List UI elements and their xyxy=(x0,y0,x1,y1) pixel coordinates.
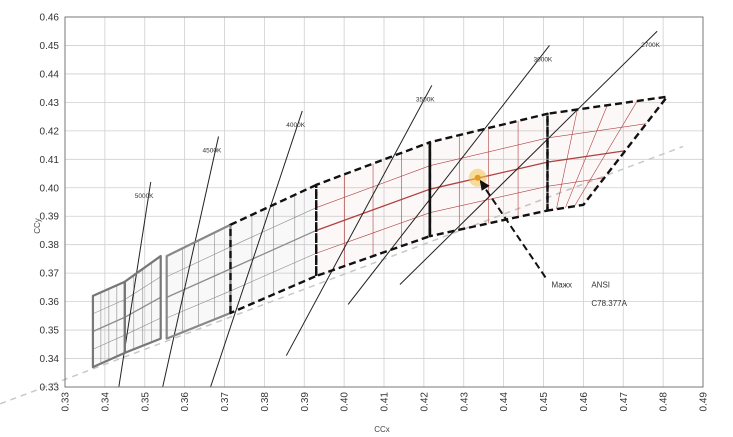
y-tick-label: 0.45 xyxy=(40,41,60,52)
y-tick-labels: 0.33 0.34 0.35 0.36 0.37 0.38 0.39 0.40 0.41 0.42… xyxy=(40,13,60,394)
x-tick-label: 0.49 xyxy=(699,392,710,412)
quadrangle-subdivision xyxy=(429,137,548,167)
x-tick-label: 0.48 xyxy=(659,392,670,412)
cct-label: 4000K xyxy=(286,122,305,129)
measured-point-arrow xyxy=(479,181,547,278)
x-tick-label: 0.44 xyxy=(499,392,510,412)
x-tick-label: 0.46 xyxy=(579,392,590,412)
plot-frame xyxy=(64,16,704,388)
y-tick-label: 0.39 xyxy=(40,212,60,223)
quadrangle-midline xyxy=(124,296,162,318)
quadrangle-subdivision xyxy=(124,276,161,300)
y-tick-label: 0.40 xyxy=(40,183,60,194)
x-tick-label: 0.41 xyxy=(380,392,391,412)
cct-line xyxy=(347,45,550,305)
cct-line xyxy=(210,110,303,388)
y-tick-label: 0.38 xyxy=(40,240,60,251)
cct-line xyxy=(399,30,658,285)
y-tick-label: 0.41 xyxy=(40,155,60,166)
annotation-label: ANSI xyxy=(591,280,610,289)
x-tick-label: 0.37 xyxy=(220,392,231,412)
quadrangle-subdivision xyxy=(316,165,430,208)
y-tick-label: 0.46 xyxy=(40,13,60,24)
quadrangle-midline xyxy=(166,268,231,298)
x-tick-label: 0.36 xyxy=(180,392,191,412)
x-tick-label: 0.35 xyxy=(140,392,151,412)
cct-label: 2700K xyxy=(641,42,660,49)
x-tick-label: 0.38 xyxy=(260,392,271,412)
quadrangle-subdivision xyxy=(230,207,317,248)
y-tick-label: 0.43 xyxy=(40,98,60,109)
plot-border xyxy=(64,16,704,388)
y-tick-label: 0.37 xyxy=(40,269,60,280)
cct-label: 3500K xyxy=(416,96,435,103)
cct-line xyxy=(162,136,220,388)
annotation-label: C78.377A xyxy=(591,299,627,308)
annotation-label: Мажх xyxy=(551,280,572,289)
annotations: Мажх ANSI C78.377A xyxy=(468,168,628,308)
x-tick-label: 0.45 xyxy=(539,392,550,412)
quadrangle-midline xyxy=(92,316,126,333)
x-tick-label: 0.34 xyxy=(100,392,111,412)
x-tick-label: 0.33 xyxy=(61,392,72,412)
y-tick-label: 0.42 xyxy=(40,126,60,137)
quadrangle-subdivision xyxy=(547,123,647,139)
quadrangle-boundary xyxy=(546,95,669,212)
x-tick-labels: 0.33 0.34 0.35 0.36 0.37 0.38 0.39 0.40 0.41 0.42… xyxy=(61,392,710,412)
y-tick-label: 0.34 xyxy=(40,354,60,365)
measured-point-marker xyxy=(474,174,481,181)
quadrangle-fills xyxy=(92,96,668,368)
cct-label: 3000K xyxy=(533,56,552,63)
y-tick-label: 0.33 xyxy=(40,383,60,394)
x-tick-label: 0.40 xyxy=(340,392,351,412)
cct-label: 4500K xyxy=(203,148,222,155)
x-tick-label: 0.43 xyxy=(459,392,470,412)
quadrangle-midline xyxy=(547,150,626,163)
quadrangle-midline xyxy=(315,188,431,232)
quadrangle-subdivision xyxy=(166,246,231,277)
y-axis-label: CCy xyxy=(33,218,42,234)
quadrangle-boundary xyxy=(428,112,549,238)
cct-label: 5000K xyxy=(135,193,154,200)
y-tick-label: 0.44 xyxy=(40,69,60,80)
x-tick-label: 0.47 xyxy=(619,392,630,412)
quadrangle-boundary xyxy=(123,254,162,354)
x-tick-label: 0.39 xyxy=(300,392,311,412)
cct-lines: 5000K 4500K 4000K 3500K 3000K 2700K xyxy=(118,30,661,388)
cct-line xyxy=(285,85,433,356)
x-axis-label: CCx xyxy=(374,425,390,434)
arrow-head xyxy=(479,179,490,191)
x-tick-label: 0.42 xyxy=(419,392,430,412)
quadrangle-boundaries xyxy=(91,95,669,369)
quadrangle-subdivision xyxy=(92,299,125,314)
y-tick-label: 0.35 xyxy=(40,326,60,337)
quadrangle-midline xyxy=(429,161,548,190)
quadrangle-midline xyxy=(230,229,317,270)
y-tick-label: 0.36 xyxy=(40,297,60,308)
